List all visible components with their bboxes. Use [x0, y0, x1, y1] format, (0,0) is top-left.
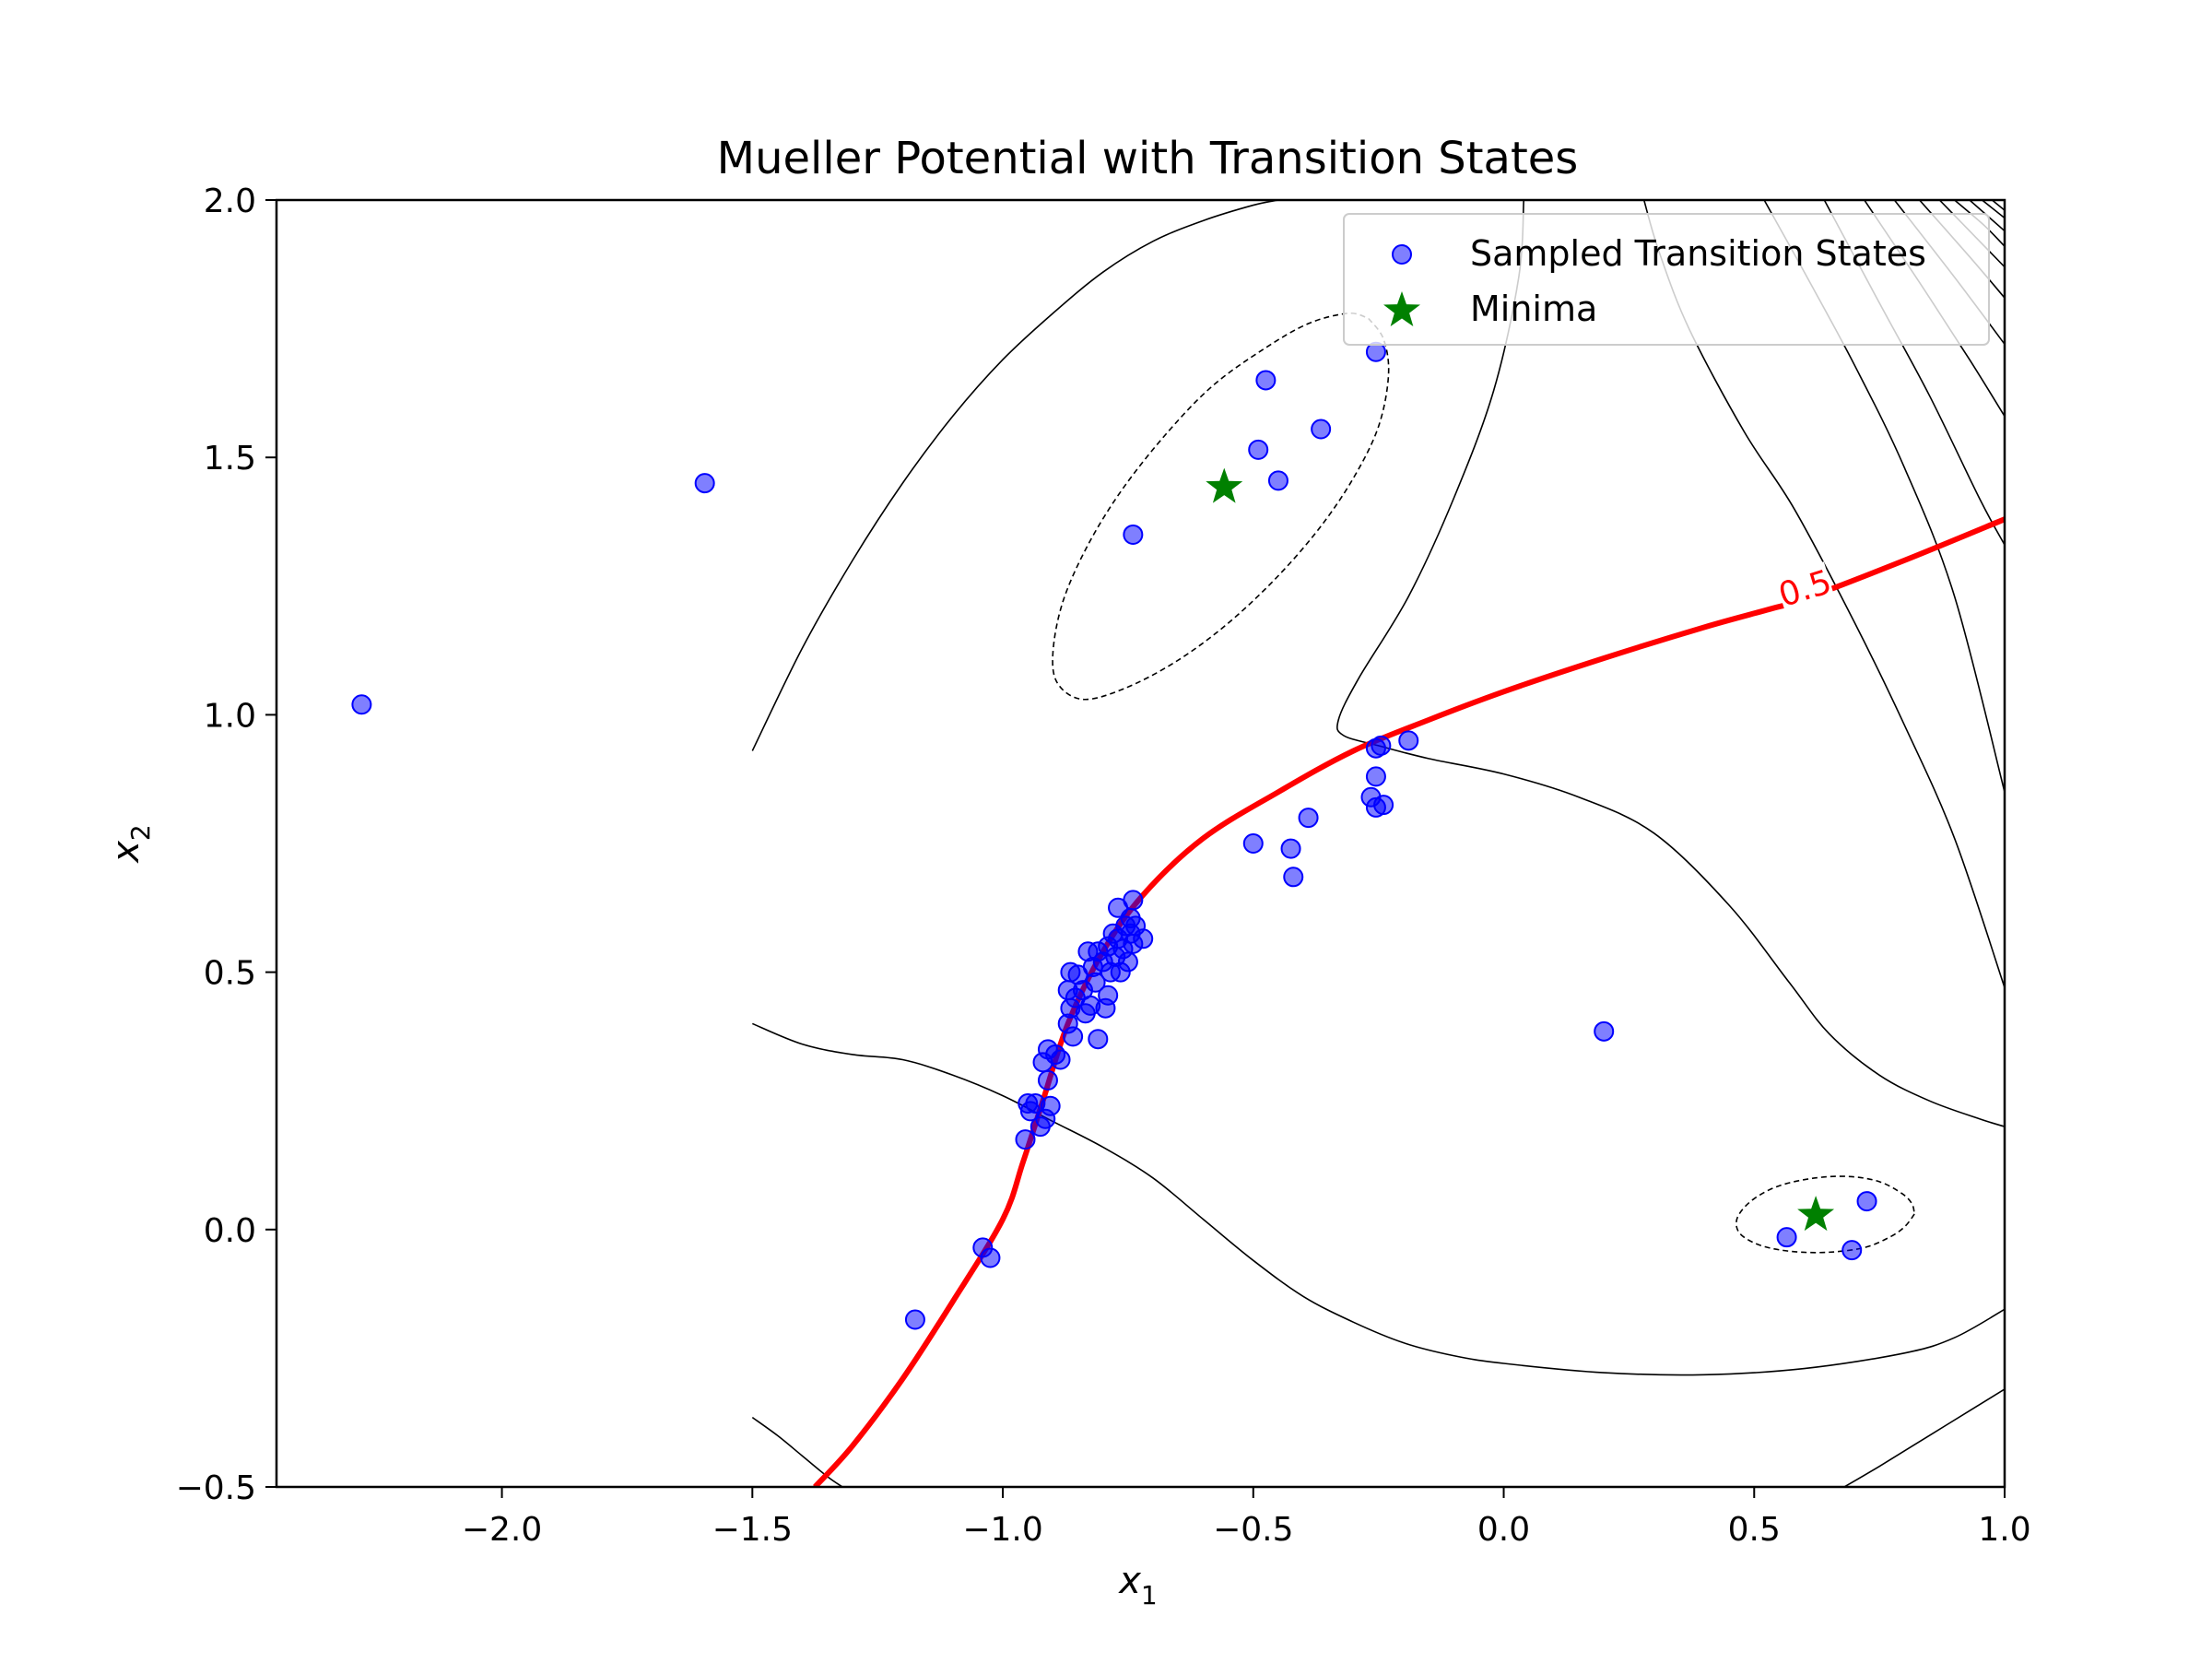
y-tick-label: 0.5	[204, 955, 256, 993]
transition-state-point	[1776, 1227, 1797, 1248]
x-axis-label: x1	[1117, 1560, 1158, 1610]
minima-markers	[1206, 467, 1835, 1232]
transition-state-point	[1856, 1191, 1877, 1212]
legend-label-minima: Minima	[1470, 289, 1597, 329]
transition-state-point	[980, 1247, 1001, 1268]
transition-state-point	[1398, 730, 1419, 751]
transition-state-point	[1085, 972, 1106, 993]
y-tick-label: 1.0	[204, 697, 256, 735]
transition-state-point	[1298, 808, 1319, 829]
x-tick-label: 1.0	[1978, 1511, 2030, 1549]
legend-marker-minima	[1383, 291, 1420, 326]
transition-state-point	[1063, 1026, 1084, 1047]
legend-box	[1343, 213, 1990, 346]
transition-state-point	[1371, 735, 1392, 756]
committor-line	[813, 516, 2005, 1487]
dashed-contour-0	[1052, 312, 1390, 701]
contour-line-15	[1991, 200, 2005, 211]
transition-states	[351, 341, 1877, 1330]
dashed-contour-1	[1735, 1175, 1915, 1254]
contour-line-1	[1335, 200, 2005, 1127]
plot-frame	[275, 198, 2006, 1489]
x-axis-label-main: x	[1117, 1560, 1141, 1602]
transition-state-point	[1311, 419, 1332, 440]
committor-curve	[813, 516, 2005, 1487]
contour-line-3	[751, 1416, 843, 1487]
transition-state-point	[1015, 1129, 1036, 1150]
minimum-star-1	[1797, 1196, 1835, 1232]
transition-state-point	[1117, 951, 1138, 973]
transition-state-point	[1841, 1240, 1863, 1261]
x-tick-label: −1.0	[962, 1511, 1042, 1549]
transition-state-point	[1280, 838, 1301, 859]
transition-state-point	[694, 473, 715, 494]
y-axis-label: x2	[105, 824, 156, 865]
transition-state-point	[904, 1309, 925, 1330]
x-tick-label: 0.0	[1477, 1511, 1530, 1549]
y-tick-label: −0.5	[176, 1469, 256, 1507]
transition-state-point	[1248, 439, 1269, 460]
x-axis-label-sub: 1	[1141, 1580, 1158, 1610]
y-axis-label-sub: 2	[125, 824, 156, 841]
transition-state-point	[1098, 985, 1119, 1006]
x-axis-ticks: −2.0 −1.5 −1.0 −0.5 0.0 0.5 1.0	[462, 1487, 2031, 1549]
x-tick-label: −1.5	[712, 1511, 793, 1549]
transition-state-point	[1267, 470, 1288, 491]
y-axis-label-main: x	[105, 841, 147, 865]
transition-state-point	[1283, 867, 1304, 888]
contour-line-14	[1982, 200, 2005, 219]
contour-line-0	[751, 200, 1279, 751]
transition-state-point	[1050, 1049, 1071, 1070]
contour-line-4	[1843, 1388, 2005, 1487]
transition-state-point	[1594, 1020, 1615, 1042]
contour-label-background	[1774, 561, 1836, 616]
y-axis-ticks: −0.5 0.0 0.5 1.0 1.5 2.0	[176, 183, 276, 1507]
transition-state-point	[1123, 524, 1144, 545]
transition-state-point	[1123, 890, 1144, 911]
y-tick-label: 2.0	[204, 183, 256, 220]
transition-state-point	[1365, 796, 1386, 818]
transition-state-point	[1088, 1029, 1109, 1050]
minimum-star-0	[1206, 467, 1243, 503]
transition-state-point	[1037, 1069, 1058, 1091]
contour-line-2	[751, 1022, 2005, 1376]
legend-marker-transition-states	[1392, 244, 1412, 265]
y-tick-label: 0.0	[204, 1212, 256, 1250]
transition-state-point	[1365, 766, 1386, 787]
x-tick-label: −0.5	[1213, 1511, 1293, 1549]
x-tick-label: −2.0	[462, 1511, 542, 1549]
x-tick-label: 0.5	[1728, 1511, 1781, 1549]
transition-state-point	[1040, 1095, 1061, 1116]
transition-state-point	[351, 694, 372, 715]
y-tick-label: 1.5	[204, 440, 256, 478]
legend-label-transition-states: Sampled Transition States	[1470, 233, 1926, 274]
legend: Sampled Transition States Minima	[1343, 213, 1990, 346]
chart-title: Mueller Potential with Transition States	[717, 133, 1579, 184]
transition-state-point	[1242, 833, 1264, 854]
transition-state-point	[1133, 928, 1154, 949]
transition-state-point	[1255, 370, 1277, 391]
